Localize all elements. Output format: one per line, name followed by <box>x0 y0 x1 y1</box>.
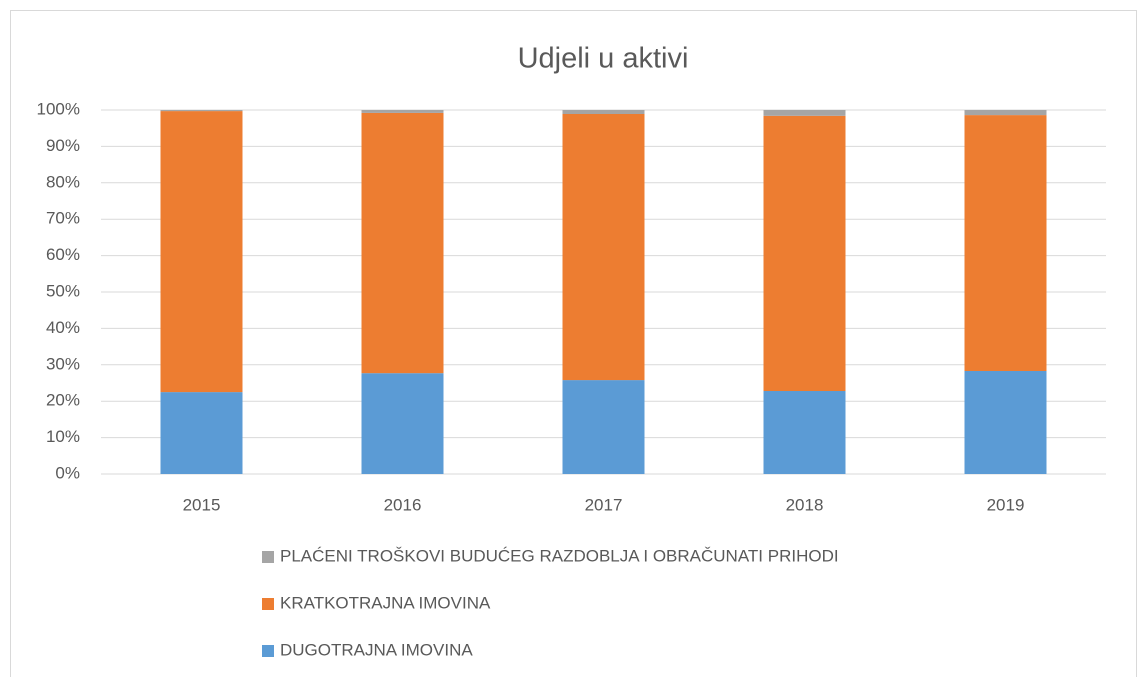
y-tick-label: 10% <box>46 427 80 446</box>
bar-segment <box>361 112 444 374</box>
x-tick-label: 2015 <box>183 495 221 514</box>
legend-label: PLAĆENI TROŠKOVI BUDUĆEG RAZDOBLJA I OBR… <box>280 546 839 565</box>
y-tick-label: 100% <box>37 99 80 118</box>
legend-swatch <box>262 598 274 610</box>
y-tick-label: 60% <box>46 245 80 264</box>
legend-swatch <box>262 645 274 657</box>
bar-segment <box>964 110 1047 116</box>
y-tick-label: 40% <box>46 318 80 337</box>
bar-segment <box>361 373 444 474</box>
y-tick-label: 0% <box>55 463 80 482</box>
x-tick-label: 2018 <box>786 495 824 514</box>
bar-segment <box>562 380 645 474</box>
y-tick-label: 70% <box>46 209 80 228</box>
bar-segment <box>160 111 243 393</box>
legend-label: KRATKOTRAJNA IMOVINA <box>280 593 491 612</box>
chart-title: Udjeli u aktivi <box>518 43 689 75</box>
bar-segment <box>361 110 444 113</box>
bar-segment <box>763 391 846 474</box>
y-tick-label: 80% <box>46 172 80 191</box>
bar-segment <box>964 115 1047 371</box>
y-tick-label: 30% <box>46 354 80 373</box>
x-tick-label: 2019 <box>987 495 1025 514</box>
x-tick-label: 2017 <box>585 495 623 514</box>
legend-swatch <box>262 551 274 563</box>
y-tick-label: 50% <box>46 281 80 300</box>
bar-segment <box>562 114 645 381</box>
bar-segment <box>763 110 846 116</box>
y-tick-label: 20% <box>46 391 80 410</box>
y-tick-label: 90% <box>46 136 80 155</box>
bar-segment <box>562 110 645 115</box>
bar-segment <box>160 392 243 474</box>
chart-border <box>10 10 1137 677</box>
bar-segment <box>964 370 1047 474</box>
bar-segment <box>763 115 846 392</box>
x-tick-label: 2016 <box>384 495 422 514</box>
legend-label: DUGOTRAJNA IMOVINA <box>280 640 473 659</box>
bar-segment <box>160 110 243 112</box>
